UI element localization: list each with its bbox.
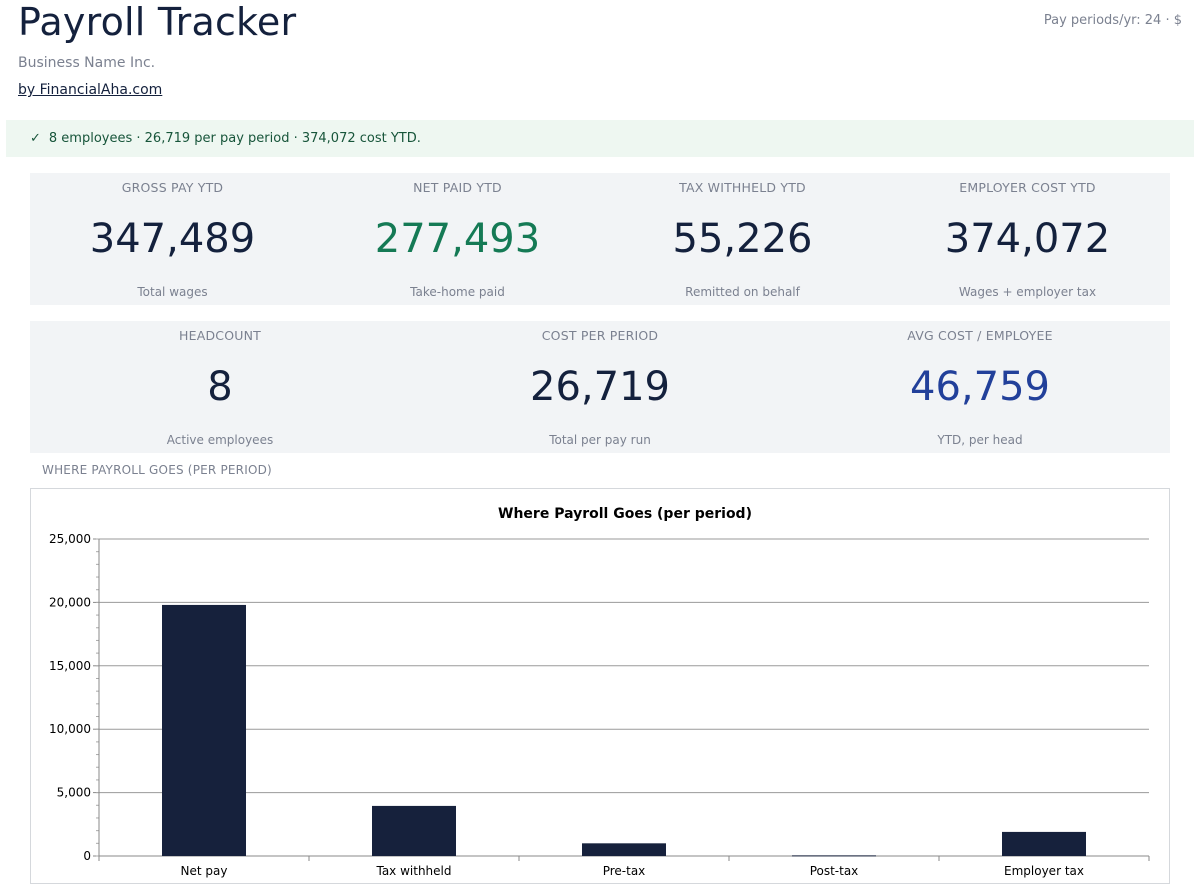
kpi-card-gross-pay: GROSS PAY YTD 347,489 Total wages [30, 173, 315, 305]
business-name: Business Name Inc. [18, 55, 156, 71]
kpi-label: NET PAID YTD [413, 180, 502, 195]
kpi-value: 46,759 [910, 364, 1050, 410]
check-icon: ✓ [30, 131, 41, 146]
kpi-value: 374,072 [944, 216, 1111, 262]
x-tick-label: Net pay [181, 864, 228, 878]
kpi-card-tax-withheld: TAX WITHHELD YTD 55,226 Remitted on beha… [600, 173, 885, 305]
kpi-note: Total per pay run [549, 433, 651, 447]
chart-title: Where Payroll Goes (per period) [498, 506, 752, 522]
kpi-value: 8 [207, 364, 233, 410]
bar-employer-tax [1002, 831, 1086, 856]
chart-section-label: WHERE PAYROLL GOES (PER PERIOD) [42, 463, 272, 477]
kpi-label: AVG COST / EMPLOYEE [907, 328, 1053, 343]
kpi-note: Remitted on behalf [685, 285, 800, 299]
kpi-value: 277,493 [374, 216, 541, 262]
kpi-note: Wages + employer tax [958, 285, 1097, 299]
summary-text: 8 employees · 26,719 per pay period · 37… [48, 131, 421, 146]
y-tick-label: 25,000 [49, 532, 91, 546]
x-tick-label: Post-tax [810, 864, 859, 878]
y-tick-label: 20,000 [49, 595, 91, 609]
kpi-row-headcount: HEADCOUNT 8 Active employees COST PER PE… [30, 321, 1170, 453]
kpi-label: EMPLOYER COST YTD [959, 180, 1096, 195]
y-tick-label: 5,000 [57, 786, 91, 800]
bar-post-tax [792, 855, 876, 857]
kpi-card-net-paid: NET PAID YTD 277,493 Take-home paid [315, 173, 600, 305]
kpi-card-employer-cost: EMPLOYER COST YTD 374,072 Wages + employ… [885, 173, 1170, 305]
kpi-label: GROSS PAY YTD [121, 180, 224, 195]
kpi-card-avg-cost: AVG COST / EMPLOYEE 46,759 YTD, per head [790, 321, 1170, 453]
kpi-row-ytd: GROSS PAY YTD 347,489 Total wages NET PA… [30, 173, 1170, 305]
page-title: Payroll Tracker [18, 0, 297, 44]
kpi-note: Total wages [137, 285, 208, 299]
pay-periods-meta: Pay periods/yr: 24 · $ [1043, 13, 1182, 28]
bar-pre-tax [582, 843, 666, 856]
bar-chart: Where Payroll Goes (per period) 0 5,000 10,… [49, 506, 1150, 878]
kpi-card-headcount: HEADCOUNT 8 Active employees [30, 321, 410, 453]
kpi-value: 55,226 [672, 216, 813, 262]
kpi-note: Take-home paid [410, 285, 505, 299]
bar-tax-withheld [372, 805, 456, 856]
x-tick-label: Employer tax [1004, 864, 1084, 878]
y-tick-label: 15,000 [49, 659, 91, 673]
kpi-card-cost-per-period: COST PER PERIOD 26,719 Total per pay run [410, 321, 790, 453]
kpi-label: COST PER PERIOD [541, 328, 659, 343]
bar-net-pay [162, 604, 246, 856]
y-tick-label: 10,000 [49, 722, 91, 736]
kpi-note: Active employees [166, 433, 274, 447]
kpi-label: HEADCOUNT [179, 328, 261, 343]
kpi-label: TAX WITHHELD YTD [679, 180, 806, 195]
x-tick-label: Pre-tax [603, 864, 646, 878]
kpi-note: YTD, per head [937, 433, 1023, 447]
kpi-value: 26,719 [530, 364, 670, 410]
y-tick-label: 0 [83, 849, 91, 863]
summary-banner: ✓ 8 employees · 26,719 per pay period · … [6, 120, 1194, 157]
x-tick-label: Tax withheld [375, 864, 451, 878]
kpi-value: 347,489 [89, 216, 256, 262]
payroll-chart: Where Payroll Goes (per period) 0 5,000 10,… [30, 488, 1170, 884]
financialaha-link[interactable]: by FinancialAha.com [18, 82, 163, 98]
